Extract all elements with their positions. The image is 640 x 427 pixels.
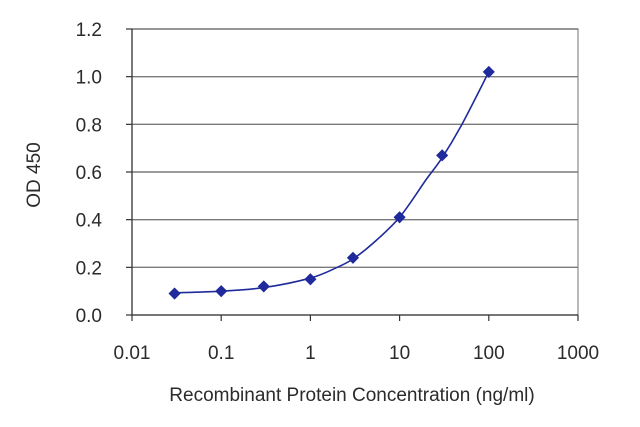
y-tick-label: 1.0	[76, 68, 102, 89]
x-tick-label: 1	[305, 343, 316, 364]
x-tick-label: 10	[389, 343, 410, 364]
series-data	[168, 65, 495, 300]
y-gridlines	[132, 28, 578, 269]
y-tick-label: 0.8	[76, 115, 102, 136]
x-tick-labels: 0.01 0.1 1 10 100 1000	[114, 343, 600, 364]
x-tick-label: 0.01	[114, 343, 151, 364]
x-tick-label: 0.1	[208, 343, 234, 364]
x-axis-title: Recombinant Protein Concentration (ng/ml…	[169, 385, 534, 406]
y-tick-label: 0.6	[76, 163, 102, 184]
y-tick-labels: 0.0 0.2 0.4 0.6 0.8 1.0 1.2	[76, 20, 103, 327]
data-point-marker	[393, 211, 406, 224]
y-tick-label: 0.0	[76, 306, 102, 327]
data-point-marker	[257, 280, 270, 293]
data-point-marker	[482, 65, 495, 78]
data-point-marker	[304, 273, 317, 286]
data-point-marker	[215, 285, 228, 298]
data-point-marker	[436, 149, 449, 162]
x-tick-label: 100	[473, 343, 505, 364]
axes	[126, 28, 579, 321]
data-point-marker	[346, 251, 360, 264]
y-tick-label: 0.4	[76, 211, 103, 232]
y-tick-label: 0.2	[76, 258, 102, 279]
y-axis-title: OD 450	[24, 142, 45, 207]
x-tick-label: 1000	[557, 343, 599, 364]
data-point-marker	[168, 287, 181, 300]
y-tick-label: 1.2	[76, 20, 102, 41]
